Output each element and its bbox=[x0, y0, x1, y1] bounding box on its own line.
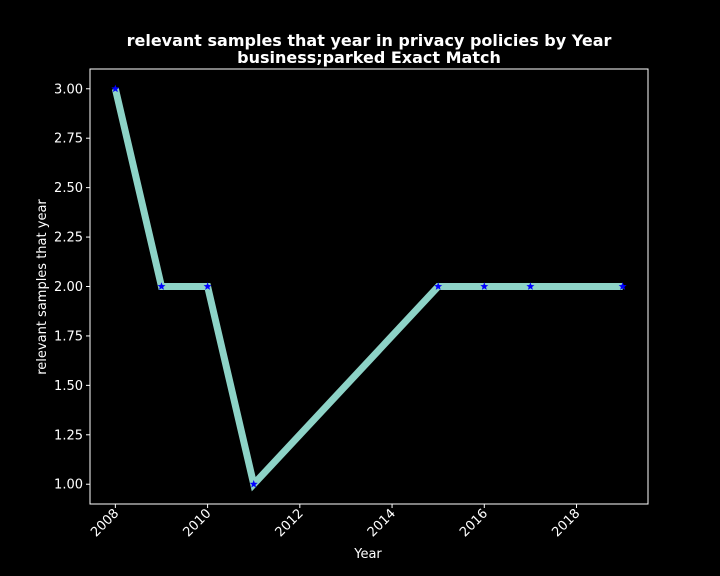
chart-title: relevant samples that year in privacy po… bbox=[127, 31, 612, 50]
data-point bbox=[249, 480, 258, 488]
y-tick-label: 1.00 bbox=[54, 478, 83, 493]
data-point bbox=[618, 282, 627, 290]
y-tick-label: 2.00 bbox=[54, 280, 83, 295]
data-point bbox=[157, 282, 166, 290]
series-line bbox=[111, 87, 623, 492]
data-point bbox=[203, 282, 212, 290]
y-tick-label: 1.25 bbox=[54, 428, 83, 443]
data-point bbox=[480, 282, 489, 290]
y-tick-label: 2.50 bbox=[54, 181, 83, 196]
y-tick-label: 2.25 bbox=[54, 231, 83, 246]
data-point bbox=[526, 282, 535, 290]
y-tick-label: 1.50 bbox=[54, 379, 83, 394]
x-axis-label: Year bbox=[353, 547, 382, 562]
data-point bbox=[434, 282, 443, 290]
chart-subtitle: business;parked Exact Match bbox=[237, 48, 501, 67]
data-point bbox=[111, 84, 120, 93]
y-tick-label: 1.75 bbox=[54, 329, 83, 344]
y-tick-label: 3.00 bbox=[54, 82, 83, 97]
y-tick-label: 2.75 bbox=[54, 132, 83, 147]
y-axis-label: relevant samples that year bbox=[35, 199, 50, 375]
